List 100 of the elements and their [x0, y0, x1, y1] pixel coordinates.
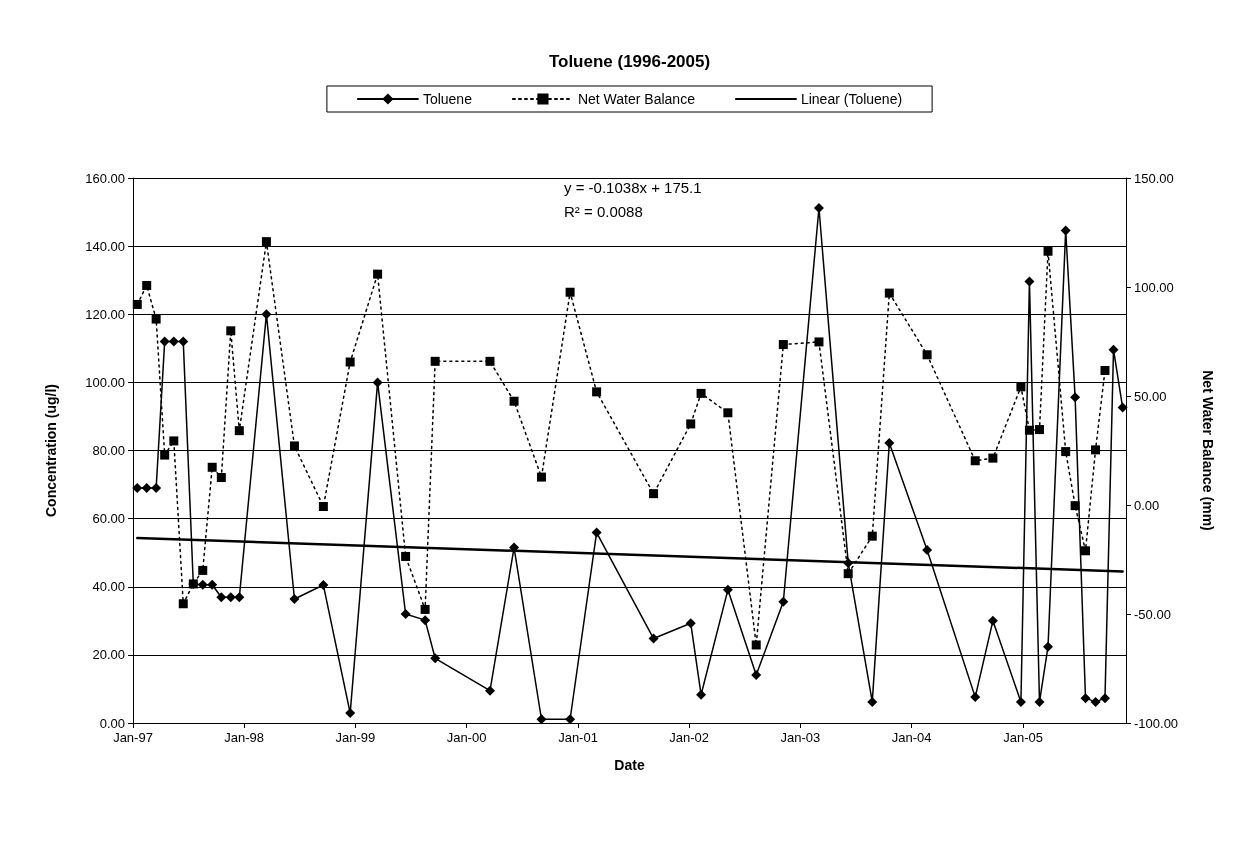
- y-tick-label: 80.00: [92, 443, 125, 458]
- point: [1015, 696, 1026, 707]
- y-tick-label: 100.00: [85, 374, 125, 390]
- point: [207, 579, 218, 590]
- point: [1080, 546, 1090, 556]
- point: [1100, 365, 1110, 375]
- point: [536, 714, 547, 725]
- annotation: y = -0.1038x + 175.1: [564, 179, 702, 196]
- point: [867, 531, 877, 541]
- point: [1099, 693, 1110, 704]
- point: [141, 482, 152, 493]
- point: [168, 336, 179, 347]
- point: [318, 580, 329, 591]
- y-tick-label: 160.00: [85, 170, 125, 186]
- y-tick-label: 20.00: [92, 647, 125, 663]
- annotation: R² = 0.0088: [563, 203, 643, 220]
- y-tick-label: 140.00: [85, 238, 125, 254]
- point: [686, 419, 696, 429]
- x-tick-label: Jan-00: [446, 730, 487, 745]
- y2-tick-label: -100.00: [1134, 715, 1179, 731]
- y2-tick-label: 100.00: [1134, 279, 1174, 295]
- point: [169, 436, 179, 446]
- point: [198, 565, 208, 575]
- point: [234, 592, 245, 603]
- point: [1091, 445, 1101, 455]
- point: [372, 377, 383, 388]
- point: [987, 615, 998, 626]
- point: [565, 287, 575, 297]
- point: [696, 388, 706, 398]
- point: [751, 640, 761, 650]
- point: [778, 340, 788, 350]
- y2-tick-label: -50.00: [1134, 606, 1171, 622]
- point: [814, 337, 824, 347]
- point: [142, 280, 152, 290]
- point: [970, 456, 980, 466]
- point: [1034, 425, 1044, 435]
- x-tick-label: Jan-97: [113, 730, 153, 745]
- y-axis-title: Concentration (ug/l): [43, 384, 59, 517]
- point: [970, 692, 981, 703]
- point: [696, 689, 707, 700]
- y2-axis-title: Net Water Balance (mm): [1200, 370, 1216, 531]
- point: [922, 350, 932, 360]
- x-tick-label: Jan-01: [558, 730, 598, 745]
- point: [1070, 392, 1081, 403]
- point: [1080, 693, 1091, 704]
- point: [1043, 641, 1054, 652]
- point: [420, 615, 431, 626]
- point: [318, 502, 328, 512]
- point: [592, 387, 602, 397]
- point: [536, 472, 546, 482]
- x-tick-label: Jan-03: [780, 730, 821, 745]
- point: [722, 584, 733, 595]
- point: [1024, 276, 1035, 287]
- point: [485, 356, 495, 366]
- point: [178, 336, 189, 347]
- point: [226, 326, 236, 336]
- point: [261, 237, 271, 247]
- point: [649, 489, 659, 499]
- point: [1034, 696, 1045, 707]
- point: [345, 357, 355, 367]
- point: [884, 438, 895, 449]
- point: [988, 453, 998, 463]
- point: [225, 592, 236, 603]
- y-tick-label: 60.00: [92, 511, 125, 527]
- point: [685, 618, 696, 629]
- point: [723, 408, 733, 418]
- point: [778, 596, 789, 607]
- point: [648, 633, 659, 644]
- point: [345, 708, 356, 719]
- point: [401, 551, 411, 561]
- point: [843, 557, 854, 568]
- x-tick-label: Jan-02: [669, 730, 710, 745]
- y2-tick-label: 150.00: [1134, 170, 1174, 186]
- point: [1060, 225, 1071, 236]
- point: [132, 482, 143, 493]
- point: [132, 299, 142, 309]
- y2-tick-label: 50.00: [1134, 388, 1167, 404]
- point: [207, 462, 217, 472]
- point: [591, 527, 602, 538]
- point: [216, 592, 227, 603]
- point: [261, 309, 272, 320]
- point: [922, 544, 933, 555]
- y2-tick-label: 0.00: [1134, 497, 1160, 513]
- y-tick-label: 0.00: [99, 715, 125, 731]
- x-axis-title: Date: [614, 757, 645, 773]
- x-tick-label: Jan-98: [224, 730, 265, 745]
- point: [1108, 344, 1119, 355]
- point: [420, 604, 430, 614]
- point: [159, 336, 170, 347]
- point: [484, 685, 495, 696]
- point: [289, 594, 300, 605]
- point: [289, 441, 299, 451]
- chart-title: Toluene (1996-2005): [548, 52, 711, 71]
- point: [813, 202, 824, 213]
- point: [1016, 382, 1026, 392]
- x-tick-label: Jan-04: [891, 730, 932, 745]
- point: [751, 669, 762, 680]
- point: [430, 356, 440, 366]
- point: [373, 269, 383, 279]
- point: [509, 396, 519, 406]
